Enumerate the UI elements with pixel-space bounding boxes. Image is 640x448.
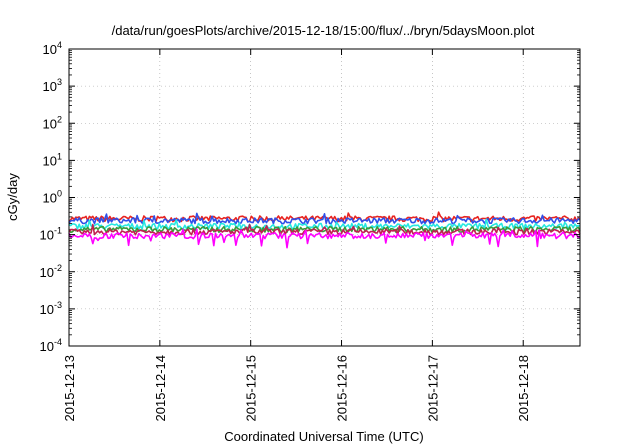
y-ticks: 10-4 10-3 10-2 10-1 100 101 102 103 104	[40, 40, 580, 354]
x-axis-label: Coordinated Universal Time (UTC)	[224, 429, 423, 444]
series-line	[68, 223, 581, 236]
x-tick-label: 2015-12-13	[62, 355, 77, 422]
series-line	[68, 228, 581, 249]
x-tick-label: 2015-12-18	[516, 355, 531, 422]
y-axis-label: cGy/day	[5, 173, 20, 221]
y-tick-label: 101	[43, 151, 62, 168]
y-tick-label: 100	[43, 189, 62, 206]
y-tick-label: 10-1	[40, 226, 62, 243]
x-tick-label: 2015-12-17	[425, 355, 440, 422]
grid	[69, 49, 580, 346]
y-tick-label: 10-4	[40, 337, 62, 354]
x-tick-label: 2015-12-16	[335, 355, 350, 422]
x-ticks: 2015-12-13 2015-12-14 2015-12-15 2015-12-16…	[62, 49, 531, 422]
x-tick-label: 2015-12-14	[153, 355, 168, 422]
x-tick-label: 2015-12-15	[244, 355, 259, 422]
series-line	[68, 212, 581, 225]
y-tick-label: 10-3	[40, 300, 62, 317]
plot-series	[68, 211, 581, 249]
series-line	[68, 225, 581, 234]
chart-title: /data/run/goesPlots/archive/2015-12-18/1…	[112, 23, 535, 38]
y-tick-label: 102	[43, 114, 62, 131]
y-tick-label: 104	[43, 40, 62, 57]
y-tick-label: 103	[43, 77, 62, 94]
y-tick-label: 10-2	[40, 263, 62, 280]
